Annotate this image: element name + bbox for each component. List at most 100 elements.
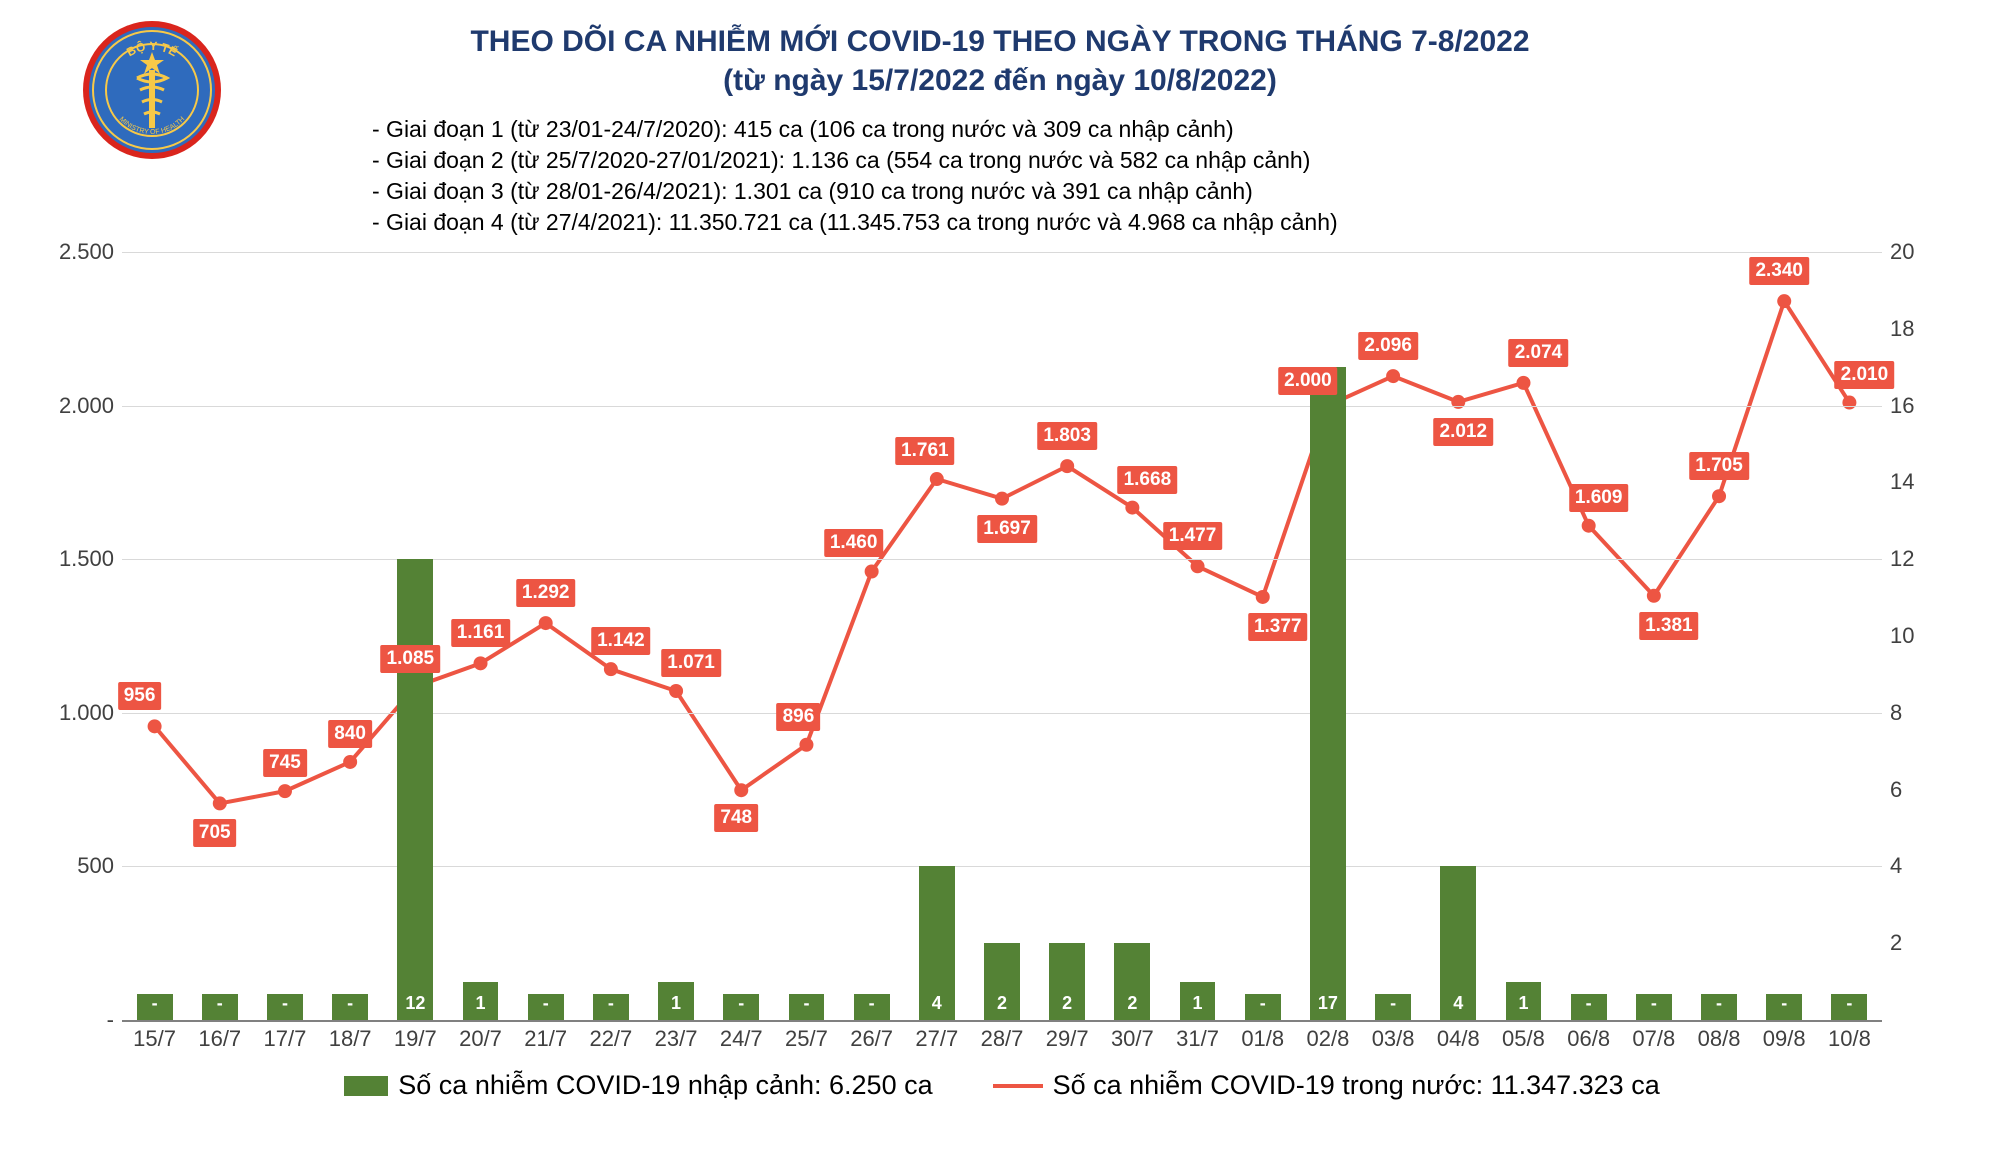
phase-notes: - Giai đoạn 1 (từ 23/01-24/7/2020): 415 … [372,114,1338,238]
bar: 17 [1310,367,1346,1020]
bar-label: - [869,993,875,1014]
x-tick: 15/7 [133,1026,176,1052]
line-data-label: 748 [714,804,758,832]
note-line: - Giai đoạn 2 (từ 25/7/2020-27/01/2021):… [372,145,1338,176]
y-tick-right: 8 [1890,700,1902,726]
y-tick-left: 2.000 [59,393,114,419]
bar-label: - [1390,993,1396,1014]
bar-label: 1 [1193,993,1203,1014]
line-data-label: 745 [263,749,307,777]
x-tick: 16/7 [198,1026,241,1052]
bar: 2 [984,943,1020,1020]
line-data-label: 956 [118,682,162,710]
y-tick-right: 4 [1890,853,1902,879]
bar: - [267,994,303,1020]
legend-line-text: Số ca nhiễm COVID-19 trong nước: 11.347.… [1053,1070,1660,1101]
bar: - [1831,994,1867,1020]
bar: 2 [1114,943,1150,1020]
y-tick-right: 14 [1890,469,1914,495]
plot-area: -5001.0001.5002.0002.5002468101214161820… [122,252,1882,1022]
covid-chart: BỘ Y TẾ MINISTRY OF HEALTH THEO DÕI CA N… [12,12,1988,1140]
bar-label: 2 [1062,993,1072,1014]
y-tick-right: 16 [1890,393,1914,419]
bar-label: 4 [1453,993,1463,1014]
line-data-label: 2.010 [1835,361,1895,389]
x-tick: 23/7 [655,1026,698,1052]
grid-line [122,252,1882,253]
grid-line [122,559,1882,560]
bar-label: 4 [932,993,942,1014]
y-tick-right: 10 [1890,623,1914,649]
bar-label: 17 [1318,993,1338,1014]
line-data-label: 1.142 [591,627,651,655]
line-data-label: 1.071 [661,649,721,677]
line-data-label: 1.161 [451,619,511,647]
x-tick: 19/7 [394,1026,437,1052]
line-data-label: 2.000 [1278,367,1338,395]
bar-label: - [803,993,809,1014]
bar: - [593,994,629,1020]
x-tick: 04/8 [1437,1026,1480,1052]
line-data-label: 2.012 [1434,418,1494,446]
bar-label: - [738,993,744,1014]
bar: - [789,994,825,1020]
bar: 12 [397,559,433,1020]
grid-line [122,713,1882,714]
bar-label: - [1781,993,1787,1014]
grid-line [122,866,1882,867]
line-data-label: 1.668 [1118,466,1178,494]
legend-bar-swatch [344,1076,388,1096]
chart-title-2: (từ ngày 15/7/2022 đến ngày 10/8/2022) [12,61,1988,100]
x-tick: 26/7 [850,1026,893,1052]
line-data-label: 1.705 [1689,452,1749,480]
grid-line [122,406,1882,407]
bar-label: - [1260,993,1266,1014]
chart-title-block: THEO DÕI CA NHIỄM MỚI COVID-19 THEO NGÀY… [12,22,1988,100]
y-tick-right: 20 [1890,239,1914,265]
x-tick: 30/7 [1111,1026,1154,1052]
x-tick: 29/7 [1046,1026,1089,1052]
y-tick-left: 1.500 [59,546,114,572]
line-data-label: 2.340 [1749,257,1809,285]
note-line: - Giai đoạn 3 (từ 28/01-26/4/2021): 1.30… [372,176,1338,207]
y-tick-right: 12 [1890,546,1914,572]
bar-label: - [152,993,158,1014]
bar: - [1636,994,1672,1020]
bar-label: 12 [405,993,425,1014]
x-tick: 02/8 [1307,1026,1350,1052]
bar-label: 2 [997,993,1007,1014]
x-tick: 27/7 [915,1026,958,1052]
y-tick-left: 1.000 [59,700,114,726]
x-tick: 08/8 [1698,1026,1741,1052]
note-line: - Giai đoạn 4 (từ 27/4/2021): 11.350.721… [372,207,1338,238]
bar-label: 1 [1518,993,1528,1014]
bar-label: - [608,993,614,1014]
legend-bars: Số ca nhiễm COVID-19 nhập cảnh: 6.250 ca [344,1070,932,1101]
y-tick-left: 2.500 [59,239,114,265]
x-tick: 17/7 [264,1026,307,1052]
bar: - [1245,994,1281,1020]
bar-label: - [217,993,223,1014]
bar: 1 [1506,982,1542,1020]
x-tick: 10/8 [1828,1026,1871,1052]
y-tick-right: 6 [1890,777,1902,803]
line-data-label: 1.803 [1037,422,1097,450]
line-data-label: 1.381 [1639,612,1699,640]
line-data-label: 1.761 [895,437,955,465]
line-data-label: 2.096 [1358,332,1418,360]
line-data-label: 705 [193,819,237,847]
bar: - [1375,994,1411,1020]
line-data-label: 1.292 [516,579,576,607]
line-data-label: 840 [328,720,372,748]
y-tick-right: 2 [1890,930,1902,956]
line-data-label: 2.074 [1509,339,1569,367]
bar: 4 [1440,866,1476,1020]
bar: 4 [919,866,955,1020]
line-data-label: 1.697 [977,515,1037,543]
bar-label: - [1846,993,1852,1014]
bar: - [202,994,238,1020]
y-tick-right: 18 [1890,316,1914,342]
bar: - [723,994,759,1020]
y-tick-left: 500 [77,853,114,879]
y-tick-left: - [107,1007,114,1033]
